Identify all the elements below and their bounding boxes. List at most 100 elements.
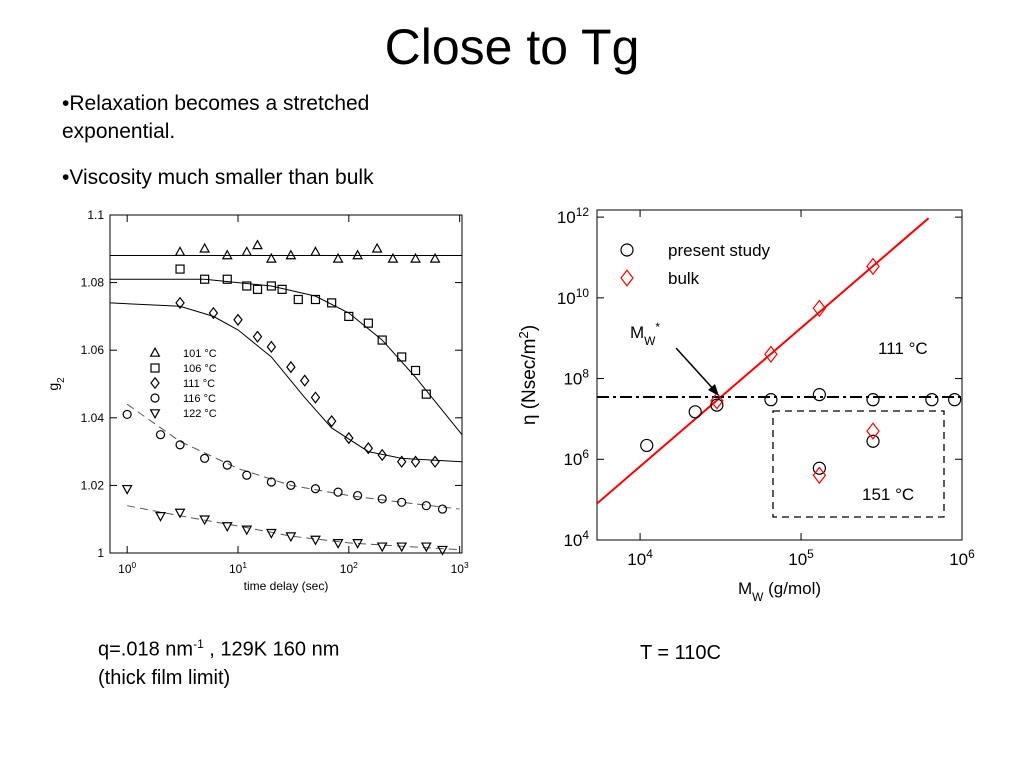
x-axis-label: MW (g/mol) bbox=[738, 579, 821, 604]
annotation-part: W bbox=[644, 334, 656, 348]
marker bbox=[377, 494, 387, 504]
marker bbox=[200, 274, 210, 284]
x-tick-label-part: 10 bbox=[340, 562, 354, 576]
marker bbox=[377, 335, 387, 345]
marker bbox=[252, 330, 263, 343]
marker bbox=[352, 490, 363, 501]
marker bbox=[285, 532, 297, 543]
marker bbox=[948, 393, 962, 407]
x-tick-label-part: 10 bbox=[118, 562, 132, 576]
marker bbox=[277, 284, 287, 294]
legend-marker bbox=[620, 269, 634, 287]
y-tick-label-part: 10 bbox=[576, 286, 590, 300]
x-tick-label-part: 4 bbox=[646, 547, 653, 561]
marker bbox=[866, 434, 880, 448]
marker bbox=[710, 398, 724, 412]
marker bbox=[925, 393, 939, 407]
marker bbox=[352, 249, 364, 260]
marker bbox=[812, 466, 827, 485]
marker bbox=[812, 299, 827, 318]
caption-sup: -1 bbox=[193, 637, 204, 651]
marker bbox=[812, 461, 826, 475]
fit-line bbox=[126, 403, 460, 510]
marker bbox=[344, 311, 354, 321]
marker bbox=[866, 422, 880, 440]
marker bbox=[175, 264, 185, 274]
marker bbox=[437, 545, 448, 556]
marker bbox=[363, 318, 373, 328]
marker bbox=[710, 392, 724, 410]
marker bbox=[266, 477, 276, 487]
marker bbox=[333, 487, 343, 497]
marker bbox=[866, 257, 880, 276]
y-tick-label: 1 bbox=[97, 546, 104, 560]
marker bbox=[326, 414, 337, 428]
marker bbox=[327, 298, 337, 308]
x-tick-label-part: 10 bbox=[229, 562, 243, 576]
legend-label: 116 °C bbox=[183, 393, 216, 405]
marker bbox=[266, 340, 277, 354]
y-tick-label-part: 4 bbox=[582, 528, 589, 542]
marker bbox=[241, 525, 253, 536]
legend-marker bbox=[149, 346, 161, 357]
marker bbox=[299, 374, 310, 387]
fit-line bbox=[127, 505, 460, 551]
y-axis-label-part: g bbox=[45, 383, 61, 391]
x-tick-label-part: 3 bbox=[464, 560, 469, 570]
marker bbox=[310, 246, 321, 256]
y-axis-label: g2 bbox=[45, 377, 67, 390]
arrow-head bbox=[708, 384, 719, 396]
y-tick-label: 1010 bbox=[557, 286, 590, 308]
marker bbox=[812, 388, 826, 402]
x-tick-label: 104 bbox=[627, 547, 653, 569]
bullet: •Relaxation becomes a stretched exponent… bbox=[62, 92, 370, 143]
marker bbox=[332, 539, 344, 549]
plot-frame bbox=[596, 209, 963, 541]
fit-line bbox=[597, 217, 930, 505]
legend-marker bbox=[149, 409, 161, 420]
x-tick-label-part: 0 bbox=[132, 560, 137, 570]
x-tick-label-part: 10 bbox=[451, 562, 465, 576]
x-axis-label-part: (g/mol) bbox=[763, 579, 821, 598]
legend-marker bbox=[150, 393, 160, 403]
y-tick-label: 106 bbox=[563, 447, 589, 469]
marker bbox=[421, 389, 431, 399]
inset-box bbox=[772, 410, 945, 518]
x-tick-label-part: 6 bbox=[968, 547, 975, 561]
x-tick-label: 106 bbox=[949, 547, 975, 569]
marker bbox=[233, 313, 243, 326]
marker bbox=[174, 246, 186, 256]
legend-label: 106 °C bbox=[183, 363, 217, 375]
y-axis-label-part: ) bbox=[519, 325, 540, 331]
marker bbox=[286, 360, 296, 374]
x-tick-label-part: 5 bbox=[807, 547, 814, 561]
annotation: 111 °C bbox=[878, 339, 928, 358]
y-tick-label: 1.02 bbox=[81, 478, 105, 492]
arrow bbox=[675, 347, 717, 393]
legend-label: 122 °C bbox=[183, 408, 217, 420]
y-tick-label-part: 10 bbox=[557, 289, 576, 308]
marker bbox=[397, 352, 407, 362]
x-axis-label-part: W bbox=[752, 590, 764, 604]
x-tick-label: 102 bbox=[340, 560, 358, 576]
marker bbox=[376, 542, 388, 553]
marker bbox=[266, 281, 276, 291]
legend-label: 101 °C bbox=[183, 348, 217, 360]
marker bbox=[866, 393, 880, 407]
marker bbox=[764, 345, 778, 364]
marker bbox=[332, 252, 344, 263]
marker bbox=[310, 294, 321, 305]
marker bbox=[430, 455, 440, 468]
marker bbox=[200, 453, 210, 463]
legend-label: present study bbox=[668, 241, 771, 260]
x-tick-label-part: 10 bbox=[949, 550, 968, 569]
y-tick-label: 104 bbox=[563, 528, 589, 550]
x-tick-label-part: 10 bbox=[788, 550, 807, 569]
marker bbox=[363, 442, 374, 455]
marker bbox=[352, 539, 364, 549]
marker bbox=[241, 246, 253, 256]
legend-marker bbox=[150, 363, 160, 373]
x-tick-label: 100 bbox=[118, 560, 136, 576]
marker bbox=[310, 535, 321, 546]
